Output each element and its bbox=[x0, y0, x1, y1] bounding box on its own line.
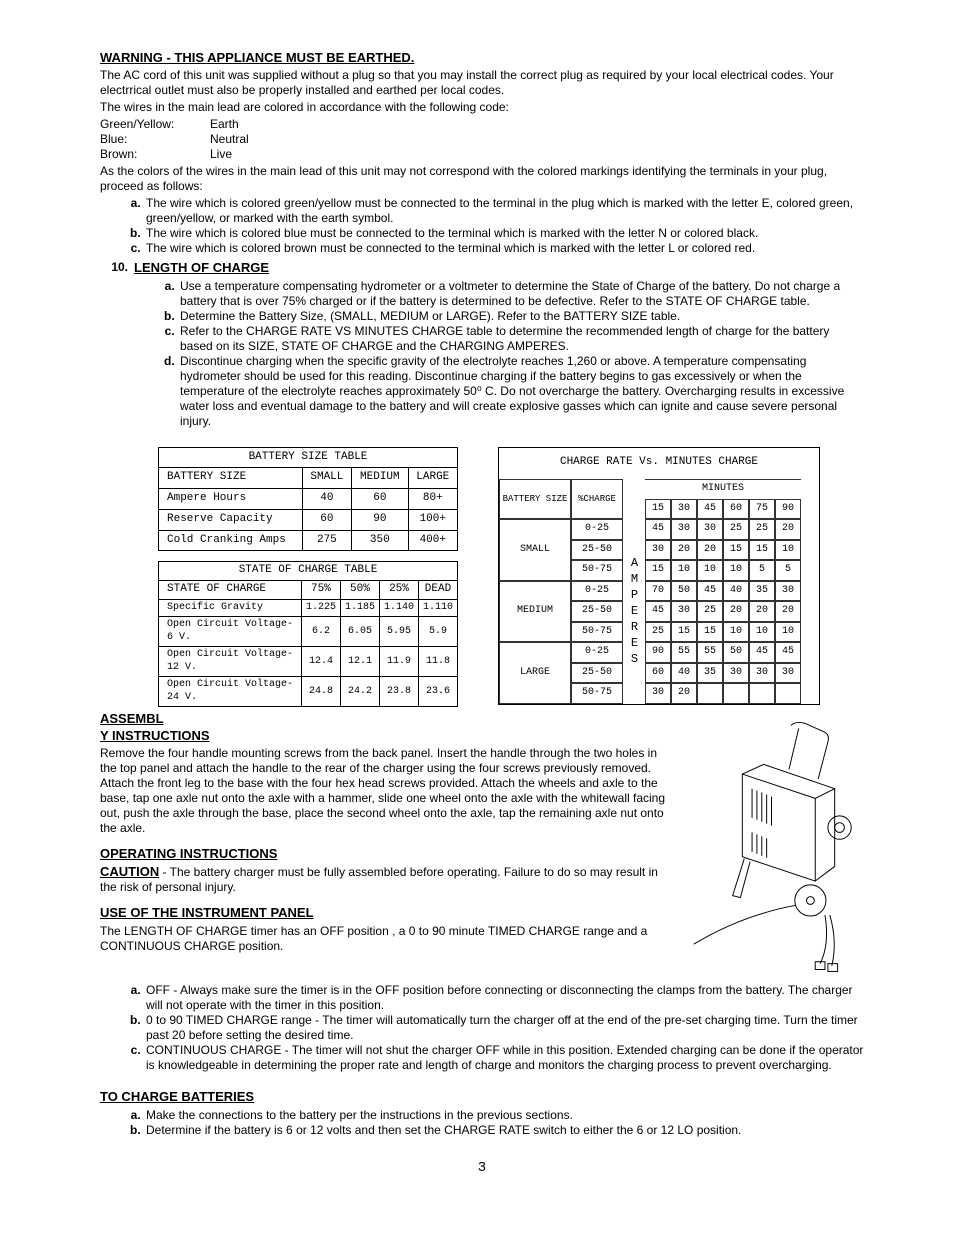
state-of-charge-table: STATE OF CHARGE TABLE STATE OF CHARGE 75… bbox=[158, 561, 458, 707]
instrument-body: The LENGTH OF CHARGE timer has an OFF po… bbox=[100, 924, 670, 954]
warning-item: The wire which is colored blue must be c… bbox=[144, 226, 864, 241]
loc-item: Use a temperature compensating hydromete… bbox=[178, 279, 864, 309]
assembly-heading-2: Y INSTRUCTIONS bbox=[100, 728, 670, 744]
loc-item: Refer to the CHARGE RATE VS MINUTES CHAR… bbox=[178, 324, 864, 354]
to-charge-item: Determine if the battery is 6 or 12 volt… bbox=[144, 1123, 864, 1138]
length-of-charge-heading: LENGTH OF CHARGE bbox=[134, 260, 269, 275]
charge-rate-table: CHARGE RATE Vs. MINUTES CHARGE BATTERY S… bbox=[498, 447, 820, 705]
warning-heading: WARNING - THIS APPLIANCE MUST BE EARTHED… bbox=[100, 50, 864, 66]
to-charge-heading: TO CHARGE BATTERIES bbox=[100, 1089, 864, 1105]
page-number: 3 bbox=[100, 1160, 864, 1178]
wire-row-1: Blue:Neutral bbox=[100, 132, 864, 147]
operating-heading: OPERATING INSTRUCTIONS bbox=[100, 846, 670, 862]
battery-size-table: BATTERY SIZE TABLE BATTERY SIZE SMALL ME… bbox=[158, 447, 458, 552]
assembly-body: Remove the four handle mounting screws f… bbox=[100, 746, 670, 836]
instrument-item: CONTINUOUS CHARGE - The timer will not s… bbox=[144, 1043, 864, 1073]
instrument-heading: USE OF THE INSTRUMENT PANEL bbox=[100, 905, 670, 921]
section-num: 10. bbox=[100, 260, 128, 275]
warning-item: The wire which is colored green/yellow m… bbox=[144, 196, 864, 226]
warning-p2: The wires in the main lead are colored i… bbox=[100, 100, 864, 115]
assembly-heading-1: ASSEMBL bbox=[100, 711, 670, 727]
instrument-item: OFF - Always make sure the timer is in t… bbox=[144, 983, 864, 1013]
to-charge-item: Make the connections to the battery per … bbox=[144, 1108, 864, 1123]
caution-line: CAUTION - The battery charger must be fu… bbox=[100, 864, 670, 895]
instrument-item: 0 to 90 TIMED CHARGE range - The timer w… bbox=[144, 1013, 864, 1043]
warning-p3: As the colors of the wires in the main l… bbox=[100, 164, 864, 194]
warning-item: The wire which is colored brown must be … bbox=[144, 241, 864, 256]
warning-list: The wire which is colored green/yellow m… bbox=[100, 196, 864, 256]
loc-item: Discontinue charging when the specific g… bbox=[178, 354, 864, 429]
warning-p1: The AC cord of this unit was supplied wi… bbox=[100, 68, 864, 98]
to-charge-list: Make the connections to the battery per … bbox=[100, 1108, 864, 1138]
wire-row-0: Green/Yellow:Earth bbox=[100, 117, 864, 132]
loc-item: Determine the Battery Size, (SMALL, MEDI… bbox=[178, 309, 864, 324]
wire-row-2: Brown:Live bbox=[100, 147, 864, 162]
instrument-list: OFF - Always make sure the timer is in t… bbox=[100, 983, 864, 1073]
length-of-charge-list: Use a temperature compensating hydromete… bbox=[134, 279, 864, 429]
charger-diagram bbox=[684, 717, 859, 977]
